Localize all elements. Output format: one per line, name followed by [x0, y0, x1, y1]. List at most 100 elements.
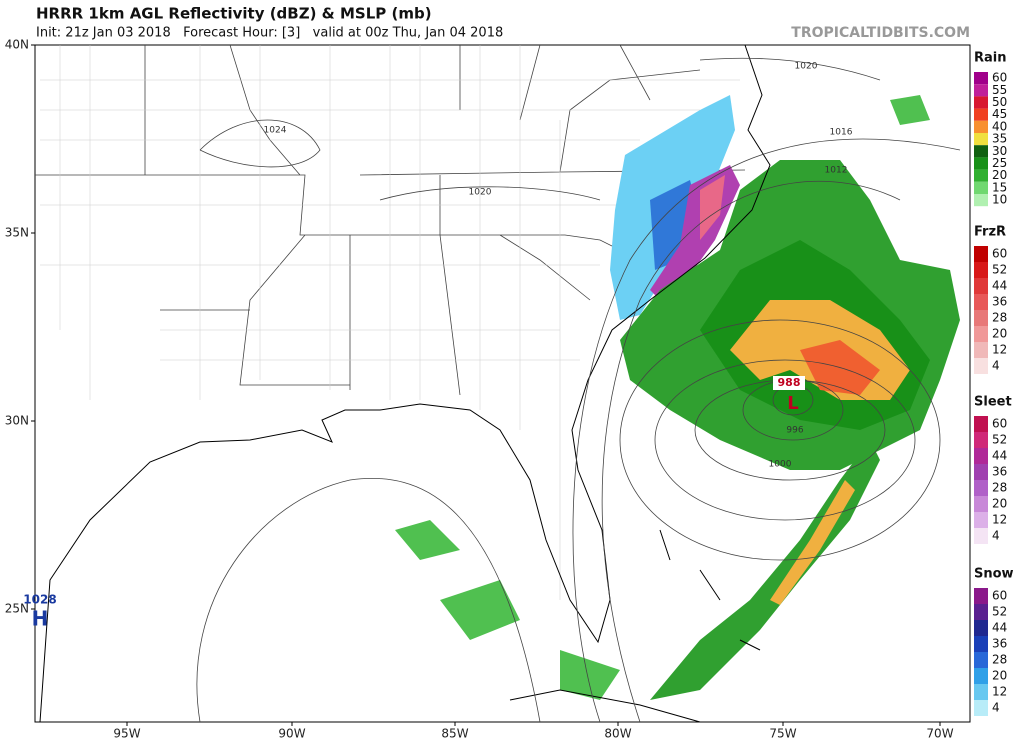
legend-swatch	[974, 120, 988, 133]
legend-label: 60	[992, 247, 1007, 261]
legend-swatch	[974, 96, 988, 109]
legend-label: 4	[992, 359, 1000, 373]
legend-label: 12	[992, 685, 1007, 699]
legend-swatch	[974, 464, 988, 480]
legend-swatch	[974, 342, 988, 358]
legend-swatch	[974, 652, 988, 668]
isobar-label: 1000	[769, 460, 792, 470]
legend-swatch	[974, 700, 988, 716]
legend-swatch	[974, 72, 988, 85]
isobar-label: 1024	[264, 126, 287, 136]
legend-swatch	[974, 181, 988, 194]
high-pressure: 1028	[23, 593, 56, 607]
legend-label: 50	[992, 95, 1007, 109]
legend-label: 52	[992, 605, 1007, 619]
latitude-label: 35N	[5, 226, 29, 240]
legend-label: 28	[992, 653, 1007, 667]
legend-swatch	[974, 512, 988, 528]
legend-label: 4	[992, 529, 1000, 543]
legend-swatch	[974, 588, 988, 604]
legend-swatch	[974, 448, 988, 464]
legend-swatch	[974, 169, 988, 182]
legend-label: 40	[992, 119, 1007, 133]
legend-swatch	[974, 84, 988, 97]
legend-swatch	[974, 432, 988, 448]
legend-label: 36	[992, 465, 1007, 479]
legend-label: 60	[992, 417, 1007, 431]
legend-swatch	[974, 157, 988, 170]
legend-label: 36	[992, 295, 1007, 309]
legend-label: 60	[992, 589, 1007, 603]
legend-swatch	[974, 310, 988, 326]
legend-label: 45	[992, 107, 1007, 121]
longitude-label: 90W	[278, 727, 305, 741]
legend-label: 52	[992, 263, 1007, 277]
legend-label: 30	[992, 144, 1007, 158]
legend-swatch	[974, 278, 988, 294]
low-symbol: L	[787, 393, 798, 414]
legend-swatch	[974, 684, 988, 700]
longitude-label: 70W	[926, 727, 953, 741]
legend-swatch	[974, 133, 988, 146]
map: 1024 1020 1020 1016 1012 1000 996 988 L …	[23, 44, 971, 723]
legend-label: 25	[992, 156, 1007, 170]
high-symbol: H	[32, 607, 49, 631]
legend-swatch	[974, 636, 988, 652]
legend-swatch	[974, 294, 988, 310]
coastline	[39, 44, 771, 723]
legend-swatch	[974, 604, 988, 620]
title: HRRR 1km AGL Reflectivity (dBZ) & MSLP (…	[36, 5, 432, 23]
longitude-label: 80W	[604, 727, 631, 741]
legend-swatch	[974, 262, 988, 278]
legend-title: Rain	[974, 51, 1007, 66]
source: TROPICALTIDBITS.COM	[791, 25, 970, 41]
legend-swatch	[974, 145, 988, 158]
islands	[509, 529, 761, 723]
legend-label: 44	[992, 449, 1007, 463]
legend-swatch	[974, 358, 988, 374]
legend-swatch	[974, 528, 988, 544]
legend-label: 44	[992, 279, 1007, 293]
legend-label: 20	[992, 669, 1007, 683]
legend-label: 10	[992, 193, 1007, 207]
longitude-label: 85W	[441, 727, 468, 741]
legend-label: 55	[992, 83, 1007, 97]
latitude-label: 30N	[5, 414, 29, 428]
legends: Rain6055504540353025201510FrzR6052443628…	[974, 51, 1014, 716]
isobar-label: 1012	[825, 166, 848, 176]
legend-label: 60	[992, 71, 1007, 85]
legend-label: 35	[992, 132, 1007, 146]
legend-swatch	[974, 496, 988, 512]
latitude-label: 25N	[5, 602, 29, 616]
county-lines	[40, 45, 740, 600]
latitude-label: 40N	[5, 38, 29, 52]
legend-label: 28	[992, 481, 1007, 495]
legend-label: 28	[992, 311, 1007, 325]
legend-swatch	[974, 620, 988, 636]
label-bg	[773, 376, 805, 390]
legend-label: 12	[992, 513, 1007, 527]
isobar-label: 1016	[830, 128, 853, 138]
legend-title: FrzR	[974, 225, 1006, 240]
legend-title: Sleet	[974, 395, 1012, 410]
legend-swatch	[974, 194, 988, 207]
legend-label: 4	[992, 701, 1000, 715]
legend-label: 20	[992, 497, 1007, 511]
longitude-label: 75W	[769, 727, 796, 741]
legend-swatch	[974, 668, 988, 684]
isobar-label: 996	[786, 426, 803, 436]
legend-label: 36	[992, 637, 1007, 651]
legend-label: 44	[992, 621, 1007, 635]
longitude-label: 95W	[113, 727, 140, 741]
isobar-label: 1020	[795, 62, 818, 72]
low-pressure: 988	[778, 376, 801, 389]
legend-label: 15	[992, 180, 1007, 194]
legend-label: 20	[992, 327, 1007, 341]
legend-swatch	[974, 326, 988, 342]
isobars	[196, 57, 961, 723]
legend-label: 20	[992, 168, 1007, 182]
legend-swatch	[974, 108, 988, 121]
legend-swatch	[974, 416, 988, 432]
legend-swatch	[974, 480, 988, 496]
